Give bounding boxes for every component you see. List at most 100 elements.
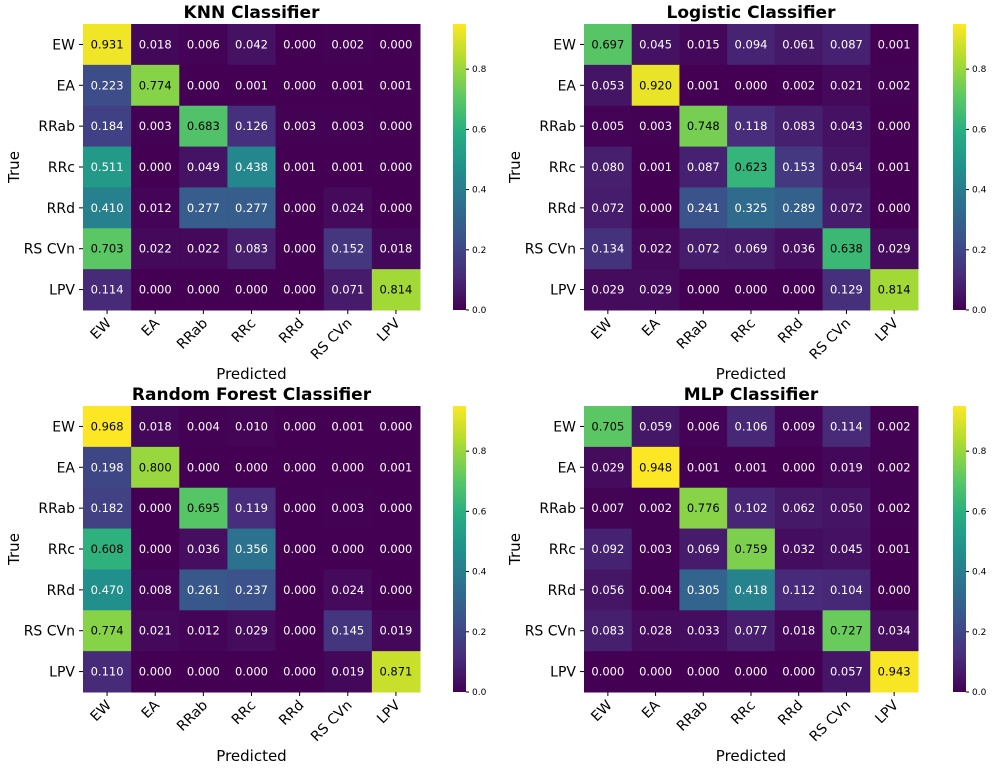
- heatmap-cell: [275, 24, 325, 66]
- heatmap-cell: [323, 610, 373, 652]
- cell-value-label: 0.000: [283, 419, 316, 433]
- x-tick-label: LPV: [872, 315, 902, 345]
- cell-value-label: 0.608: [91, 542, 124, 556]
- heatmap-cell: [774, 651, 824, 693]
- cell-value-label: 0.289: [782, 201, 815, 215]
- colorbar-tick-label: 0.4: [472, 568, 487, 578]
- cell-value-label: 0.001: [735, 460, 768, 474]
- colorbar-tick-label: 0.4: [972, 186, 987, 196]
- colorbar-tick-label: 0.2: [472, 628, 486, 638]
- cell-value-label: 0.106: [735, 419, 768, 433]
- heatmap-cell: [679, 651, 728, 693]
- y-tick-label: RS CVn: [24, 242, 75, 258]
- x-tick-label: RRd: [276, 698, 307, 729]
- heatmap-cell: [371, 187, 421, 229]
- cell-value-label: 0.072: [591, 201, 624, 215]
- heatmap-cell: [870, 105, 919, 148]
- cell-value-label: 0.705: [591, 419, 624, 433]
- cell-value-label: 0.001: [379, 460, 412, 474]
- cell-value-label: 0.045: [830, 542, 863, 556]
- x-axis-label: Predicted: [216, 365, 286, 383]
- heatmap-cell: [822, 64, 871, 107]
- heatmap-cell: [227, 64, 277, 107]
- heatmap-cell: [371, 569, 421, 611]
- y-tick-label: EW: [52, 37, 75, 53]
- heatmap-cell: [727, 406, 776, 448]
- x-tick-label: EW: [588, 697, 615, 724]
- heatmap-cell: [179, 406, 228, 448]
- heatmap-cell: [727, 105, 776, 148]
- cell-value-label: 0.002: [639, 501, 672, 515]
- heatmap-cell: [679, 228, 728, 270]
- cell-value-label: 0.002: [782, 78, 815, 92]
- cell-value-label: 0.638: [830, 242, 863, 256]
- cell-value-label: 0.748: [687, 119, 720, 133]
- cell-value-label: 0.000: [379, 501, 412, 515]
- heatmap-cell: [822, 105, 871, 148]
- cell-value-label: 0.077: [735, 624, 768, 638]
- heatmap-cell: [774, 610, 824, 652]
- cell-value-label: 0.083: [782, 119, 815, 133]
- heatmap-cell: [774, 269, 824, 311]
- cell-value-label: 0.002: [331, 37, 364, 51]
- cell-value-label: 0.000: [878, 119, 911, 133]
- cell-value-label: 0.145: [331, 624, 364, 638]
- cell-value-label: 0.021: [139, 624, 172, 638]
- heatmap-cell: [679, 146, 728, 188]
- heatmap-cell: [679, 487, 728, 530]
- heatmap-cell: [131, 610, 180, 652]
- cell-value-label: 0.774: [139, 78, 172, 92]
- heatmap-cell: [275, 269, 325, 311]
- y-tick-label: RRab: [539, 119, 576, 135]
- cell-value-label: 0.114: [830, 419, 863, 433]
- heatmap-cell: [131, 64, 180, 107]
- heatmap-cell: [323, 146, 373, 188]
- cell-value-label: 0.022: [187, 242, 220, 256]
- cell-value-label: 0.092: [591, 542, 624, 556]
- heatmap-cell: [83, 228, 132, 270]
- cell-value-label: 0.002: [878, 78, 911, 92]
- cell-value-label: 0.000: [687, 283, 720, 297]
- heatmap-panel: MLP Classifier 0.705 0.059 0.006 0.106 0.009 0…: [506, 385, 987, 765]
- heatmap-cell: [371, 269, 421, 311]
- heatmap-cell: [323, 228, 373, 270]
- cell-value-label: 0.623: [735, 160, 768, 174]
- heatmap-cell: [275, 446, 325, 489]
- heatmap-cell: [179, 187, 228, 229]
- heatmap-cell: [131, 651, 180, 693]
- x-axis-label: Predicted: [716, 747, 786, 765]
- cell-value-label: 0.000: [283, 78, 316, 92]
- cell-value-label: 0.305: [687, 583, 720, 597]
- x-tick-label: RRab: [174, 315, 211, 352]
- colorbar-tick-label: 0.0: [972, 688, 987, 698]
- heatmap-cell: [727, 269, 776, 311]
- heatmap-cell: [822, 651, 871, 693]
- heatmap-cell: [131, 406, 180, 448]
- colorbar-tick-label: 0.8: [472, 447, 487, 457]
- cell-value-label: 0.094: [735, 37, 768, 51]
- heatmap-cell: [822, 528, 871, 570]
- cell-value-label: 0.000: [591, 665, 624, 679]
- cell-value-label: 0.000: [283, 542, 316, 556]
- cell-value-label: 0.000: [687, 665, 720, 679]
- cell-value-label: 0.059: [639, 419, 672, 433]
- heatmap-cell: [275, 569, 325, 611]
- cell-value-label: 0.024: [331, 201, 364, 215]
- y-axis-label: True: [5, 151, 23, 184]
- heatmap-cell: [323, 24, 373, 66]
- cell-value-label: 0.774: [91, 624, 124, 638]
- heatmap-cell: [179, 446, 228, 489]
- heatmap-cell: [275, 187, 325, 229]
- heatmap-cell: [870, 446, 919, 489]
- heatmap-cell: [179, 569, 228, 611]
- heatmap-cell: [870, 569, 919, 611]
- cell-value-label: 0.703: [91, 242, 124, 256]
- cell-value-label: 0.043: [830, 119, 863, 133]
- heatmap-cell: [822, 406, 871, 448]
- cell-value-label: 0.000: [379, 201, 412, 215]
- heatmap-cell: [822, 569, 871, 611]
- x-tick-label: RS CVn: [308, 316, 356, 364]
- cell-value-label: 0.511: [91, 160, 124, 174]
- heatmap-cell: [275, 406, 325, 448]
- x-tick-label: RRab: [674, 697, 711, 734]
